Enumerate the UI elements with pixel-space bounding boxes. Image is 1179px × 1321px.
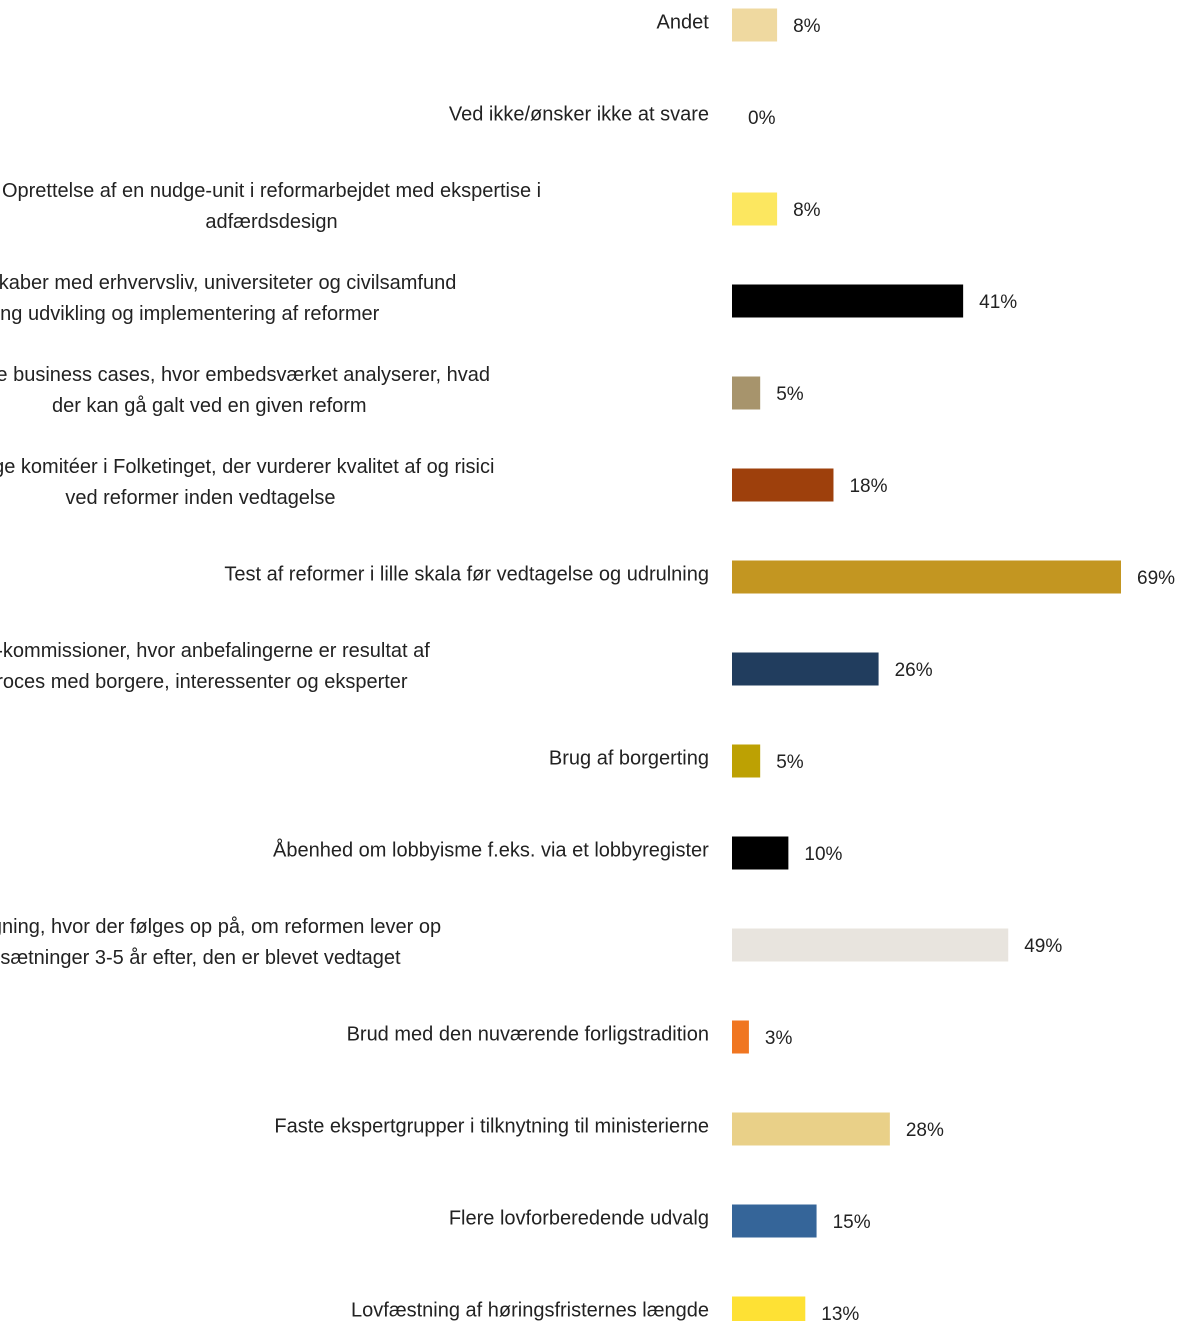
- value-label: 0%: [748, 108, 776, 129]
- bar: [732, 836, 789, 870]
- bar: [732, 652, 879, 686]
- category-label-line: Lovfæstning af høringsfristernes længde: [351, 1299, 709, 1321]
- category-label-line: Reformovervågning, hvor der følges op på…: [0, 916, 441, 938]
- category-label-line: Åbenhed om lobbyisme f.eks. via et lobby…: [273, 838, 709, 861]
- bar: [732, 744, 761, 778]
- category-label-line: Negative business cases, hvor embedsværk…: [0, 364, 490, 386]
- category-label: Åbne laboratorie-kommissioner, hvor anbe…: [0, 639, 430, 693]
- category-label-line: Flere lovforberedende udvalg: [449, 1207, 709, 1229]
- category-label: Lovfæstning af høringsfristernes længde: [351, 1299, 709, 1321]
- category-label-line: Oprettelse af en nudge-unit i reformarbe…: [2, 180, 541, 202]
- category-label-line: Åbne laboratorie-kommissioner, hvor anbe…: [0, 639, 430, 662]
- value-label: 5%: [776, 752, 804, 773]
- category-label-line: der kan gå galt ved en given reform: [52, 395, 367, 417]
- category-label: Andet: [657, 11, 710, 33]
- category-label-line: til sine målsætninger 3-5 år efter, den …: [0, 947, 401, 969]
- category-label: Uafhængige komitéer i Folketinget, der v…: [0, 456, 494, 509]
- category-label: Oprettelse af en nudge-unit i reformarbe…: [2, 180, 541, 233]
- category-label-line: Brud med den nuværende forligstradition: [347, 1023, 709, 1045]
- category-label-line: omkring udvikling og implementering af r…: [0, 303, 380, 325]
- value-label: 49%: [1024, 936, 1062, 957]
- category-label-line: Faste ekspertgrupper i tilknytning til m…: [274, 1115, 709, 1137]
- bar: [732, 1296, 806, 1321]
- value-label: 41%: [979, 292, 1017, 313]
- category-label: Negative business cases, hvor embedsværk…: [0, 364, 490, 417]
- category-label-line: Ved ikke/ønsker ikke at svare: [449, 103, 709, 125]
- bar: [732, 1204, 817, 1238]
- bar: [732, 1020, 749, 1054]
- bar: [732, 560, 1121, 594]
- category-label-line: en faciliteret proces med borgere, inter…: [0, 671, 408, 693]
- value-label: 8%: [793, 200, 821, 221]
- category-label: Brud med den nuværende forligstradition: [347, 1023, 709, 1045]
- category-label: Faste ekspertgrupper i tilknytning til m…: [274, 1115, 709, 1137]
- value-label: 15%: [833, 1212, 871, 1233]
- category-label: Brug af borgerting: [549, 747, 709, 769]
- value-label: 18%: [849, 476, 887, 497]
- value-label: 5%: [776, 384, 804, 405]
- category-label: Flere lovforberedende udvalg: [449, 1207, 709, 1229]
- bar: [732, 1112, 890, 1146]
- category-label-line: Uafhængige komitéer i Folketinget, der v…: [0, 456, 494, 478]
- category-label: Flere partnerskaber med erhvervsliv, uni…: [0, 272, 456, 325]
- bar: [732, 468, 834, 502]
- category-label: Åbenhed om lobbyisme f.eks. via et lobby…: [273, 838, 709, 861]
- value-label: 28%: [906, 1120, 944, 1141]
- category-label: Ved ikke/ønsker ikke at svare: [449, 103, 709, 125]
- value-label: 26%: [895, 660, 933, 681]
- value-label: 8%: [793, 16, 821, 37]
- bar: [732, 284, 964, 318]
- category-label-line: Flere partnerskaber med erhvervsliv, uni…: [0, 272, 456, 294]
- bar: [732, 8, 778, 42]
- value-label: 3%: [765, 1028, 793, 1049]
- value-label: 69%: [1137, 568, 1175, 589]
- category-label-line: Andet: [657, 11, 710, 33]
- bar: [732, 376, 761, 410]
- bar: [732, 192, 778, 226]
- category-label: Reformovervågning, hvor der følges op på…: [0, 916, 441, 969]
- value-label: 10%: [804, 844, 842, 865]
- bar: [732, 928, 1009, 962]
- category-label-line: adfærdsdesign: [205, 211, 337, 233]
- category-label-line: Brug af borgerting: [549, 747, 709, 769]
- category-label: Test af reformer i lille skala før vedta…: [224, 563, 709, 585]
- value-label: 13%: [821, 1304, 859, 1321]
- category-label-line: Test af reformer i lille skala før vedta…: [224, 563, 709, 585]
- category-label-line: ved reformer inden vedtagelse: [65, 487, 335, 509]
